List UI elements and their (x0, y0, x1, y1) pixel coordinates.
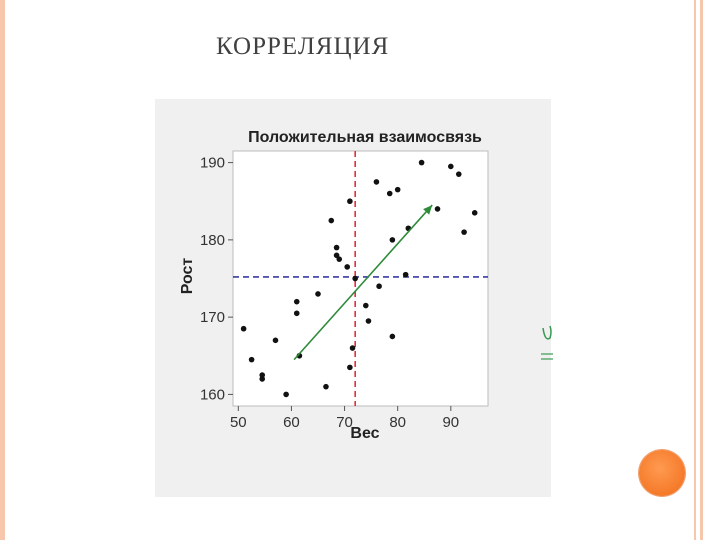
scatter-point (349, 345, 356, 351)
x-axis-label: Вес (350, 425, 379, 442)
scatter-point (389, 333, 396, 340)
scatter-point (455, 171, 462, 177)
scatter-point (376, 283, 382, 290)
x-tick-label: 60 (283, 414, 300, 431)
plot-area (232, 150, 489, 407)
scatter-point (323, 383, 329, 390)
scatter-point (328, 217, 335, 224)
scatter-point (461, 229, 467, 235)
chart-panel: Положительная взаимосвязь 50 60 70 80 90 160… (155, 99, 551, 497)
scatter-point (389, 237, 396, 243)
slide-frame-right-outer (694, 0, 696, 540)
trend-arrow-head (423, 205, 433, 215)
scatter-point (259, 376, 266, 382)
y-tick-label: 160 (200, 386, 225, 403)
scatter-point (283, 391, 289, 398)
scatter-point (347, 364, 353, 371)
scatter-point (248, 356, 255, 363)
scatter-point (344, 264, 351, 270)
partial-formula-glyph (541, 325, 553, 360)
scatter-point (333, 244, 340, 251)
slide-title: КОРРЕЛЯЦИЯ (216, 33, 390, 60)
scatter-point (365, 318, 372, 324)
scatter-chart: Положительная взаимосвязь 50 60 70 80 90 160… (179, 129, 489, 442)
decorative-orange-circle (639, 450, 685, 496)
y-tick-label: 180 (200, 232, 225, 249)
scatter-point (418, 159, 425, 166)
x-tick-label: 70 (336, 414, 353, 431)
scatter-point (336, 256, 343, 262)
scatter-point (386, 190, 393, 197)
scatter-point (352, 275, 358, 282)
scatter-point (394, 186, 401, 193)
scatter-point (272, 337, 279, 344)
x-tick-label: 50 (230, 414, 247, 431)
scatter-point (315, 291, 321, 297)
scatter-point (363, 302, 369, 309)
trend-arrow-line (293, 204, 433, 361)
scatter-point (471, 210, 478, 216)
scatter-point (240, 325, 247, 332)
y-axis-label: Рост (179, 258, 196, 295)
scatter-point (434, 206, 441, 212)
scatter-point (347, 198, 353, 205)
chart-title: Положительная взаимосвязь (248, 129, 482, 146)
slide-frame-left (0, 0, 5, 540)
y-tick-label: 170 (200, 309, 225, 326)
scatter-point (259, 372, 266, 378)
scatter-point (448, 163, 454, 170)
y-tick-label: 190 (200, 155, 225, 172)
scatter-point (293, 298, 300, 305)
scatter-point (402, 271, 409, 278)
scatter-point (293, 310, 300, 317)
slide-frame-right-inner (700, 0, 703, 540)
scatter-point (373, 179, 380, 185)
x-tick-label: 80 (389, 414, 406, 431)
x-tick-label: 90 (442, 414, 459, 431)
